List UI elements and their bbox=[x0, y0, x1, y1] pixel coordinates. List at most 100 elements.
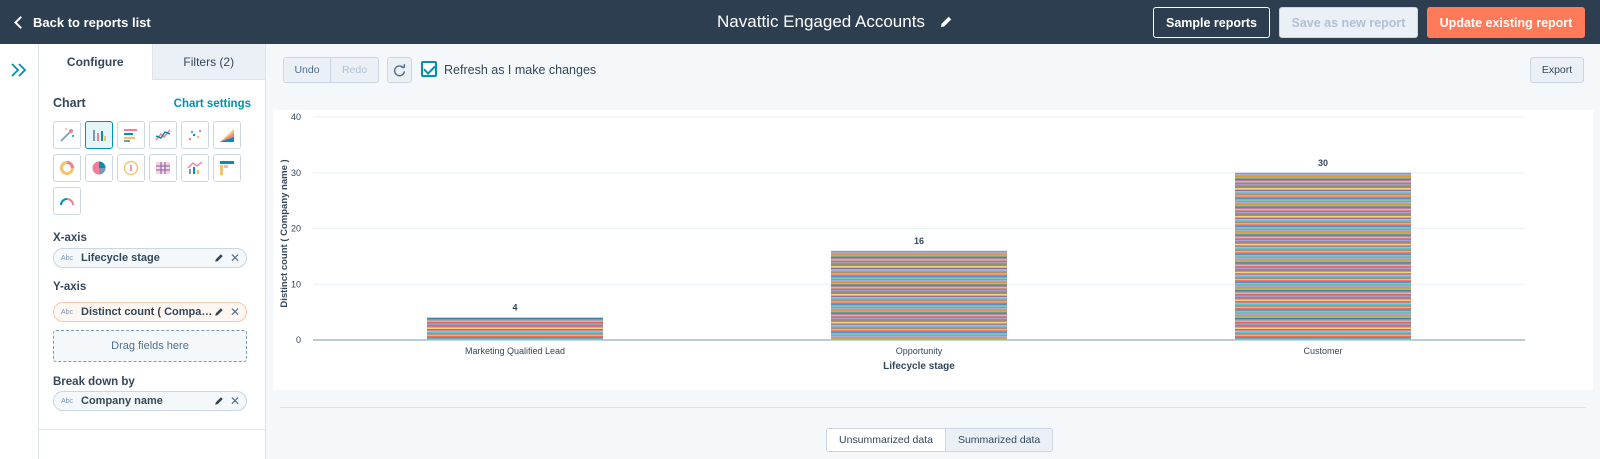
chart-type-pie[interactable] bbox=[85, 154, 113, 182]
tab-filters[interactable]: Filters (2) bbox=[151, 44, 265, 80]
bar-segment bbox=[831, 313, 1007, 316]
save-as-new-report-button[interactable]: Save as new report bbox=[1279, 7, 1418, 38]
bar-segment bbox=[1235, 291, 1411, 293]
chart-type-vertical-bar[interactable] bbox=[85, 121, 113, 149]
bar-chart: 0 10 20 30 40 4 Marketing Qualified Lead 16 Oppo… bbox=[279, 112, 1525, 372]
chart-type-table[interactable] bbox=[149, 154, 177, 182]
bar-segment bbox=[1235, 305, 1411, 307]
x-tick-label: Customer bbox=[1303, 346, 1342, 356]
export-button[interactable]: Export bbox=[1530, 57, 1584, 83]
xaxis-field-pill[interactable]: Abc Lifecycle stage ✕ bbox=[53, 248, 247, 268]
refresh-checkbox[interactable] bbox=[421, 61, 437, 77]
bar-segment bbox=[1235, 309, 1411, 312]
chart-type-area[interactable] bbox=[213, 121, 241, 149]
bar-segment bbox=[1235, 202, 1411, 204]
bar-segment bbox=[1235, 287, 1411, 289]
bar-segment bbox=[1235, 333, 1411, 335]
bar-segment bbox=[1235, 307, 1411, 310]
bar-segment bbox=[1235, 210, 1411, 213]
chart-type-scatter[interactable] bbox=[181, 121, 209, 149]
redo-button[interactable]: Redo bbox=[331, 58, 378, 82]
chart-type-line[interactable] bbox=[149, 121, 177, 149]
bar-segment bbox=[427, 327, 603, 330]
remove-field-icon[interactable]: ✕ bbox=[229, 394, 240, 408]
bar-segment bbox=[1235, 280, 1411, 282]
bar-segment bbox=[427, 320, 603, 323]
bar-segment bbox=[1235, 204, 1411, 207]
bar-segment bbox=[1235, 225, 1411, 228]
bar-segment bbox=[1235, 306, 1411, 309]
magic-wand-icon bbox=[60, 128, 74, 142]
edit-title-icon[interactable] bbox=[939, 15, 953, 29]
edit-field-icon[interactable] bbox=[214, 396, 224, 406]
bar-segment bbox=[427, 334, 603, 337]
bar-segment bbox=[1235, 300, 1411, 303]
back-to-reports-link[interactable]: Back to reports list bbox=[14, 0, 151, 44]
undo-redo-group: Undo Redo bbox=[283, 57, 379, 83]
bar-segment bbox=[1235, 228, 1411, 231]
chart-type-gauge[interactable] bbox=[53, 187, 81, 215]
bar-segment bbox=[831, 288, 1007, 291]
bar-segment bbox=[1235, 327, 1411, 330]
bar-segment bbox=[1235, 246, 1411, 249]
bar-segment bbox=[1235, 221, 1411, 224]
summarized-data-tab[interactable]: Summarized data bbox=[945, 429, 1053, 451]
bar-segment bbox=[1235, 328, 1411, 331]
edit-field-icon[interactable] bbox=[214, 253, 224, 263]
y-tick-label: 40 bbox=[291, 112, 301, 122]
bar-segment bbox=[831, 338, 1007, 341]
content-divider bbox=[280, 407, 1586, 408]
bar-segment bbox=[831, 300, 1007, 303]
bar-segment bbox=[831, 309, 1007, 312]
edit-field-icon[interactable] bbox=[214, 307, 224, 317]
bar-segment bbox=[1235, 243, 1411, 246]
bar-segment bbox=[831, 305, 1007, 307]
update-existing-report-button[interactable]: Update existing report bbox=[1427, 7, 1585, 38]
bar-segment bbox=[831, 275, 1007, 278]
bar-segment bbox=[1235, 313, 1411, 316]
bar-segment bbox=[831, 280, 1007, 282]
bar-segment bbox=[1235, 337, 1411, 339]
bar-segment bbox=[1235, 303, 1411, 306]
vertical-bar-icon bbox=[93, 130, 106, 141]
bar-segment bbox=[427, 321, 603, 324]
bar-segment bbox=[1235, 299, 1411, 302]
sample-reports-button[interactable]: Sample reports bbox=[1153, 7, 1270, 38]
undo-button[interactable]: Undo bbox=[284, 58, 331, 82]
chart-type-horizontal-bar[interactable] bbox=[117, 121, 145, 149]
drag-fields-dropzone[interactable]: Drag fields here bbox=[53, 330, 247, 362]
bar-segment bbox=[831, 289, 1007, 292]
yaxis-field-name: Distinct count ( Company n... bbox=[81, 306, 214, 318]
remove-field-icon[interactable]: ✕ bbox=[229, 251, 240, 265]
y-tick-label: 10 bbox=[291, 279, 301, 289]
bar-segment bbox=[831, 256, 1007, 259]
chart-settings-link[interactable]: Chart settings bbox=[173, 98, 251, 110]
gauge-icon bbox=[60, 198, 74, 206]
bar-segment bbox=[831, 273, 1007, 275]
chart-type-pivot[interactable] bbox=[213, 154, 241, 182]
bar-segment bbox=[427, 326, 603, 328]
remove-field-icon[interactable]: ✕ bbox=[229, 305, 240, 319]
bar-segment bbox=[1235, 211, 1411, 214]
bar-segment bbox=[831, 334, 1007, 337]
bar-segment bbox=[831, 254, 1007, 257]
bar-segment bbox=[831, 319, 1007, 321]
chart-type-donut[interactable] bbox=[53, 154, 81, 182]
unsummarized-data-tab[interactable]: Unsummarized data bbox=[827, 429, 946, 451]
bar-segment bbox=[831, 316, 1007, 318]
bar-segment bbox=[1235, 312, 1411, 314]
bar-segment bbox=[427, 333, 603, 335]
tab-configure[interactable]: Configure bbox=[39, 44, 152, 80]
expand-sidebar-icon[interactable] bbox=[9, 62, 29, 78]
bar-segment bbox=[831, 292, 1007, 295]
yaxis-field-pill[interactable]: Abc Distinct count ( Company n... ✕ bbox=[53, 302, 247, 322]
bar-segment bbox=[1235, 257, 1411, 260]
breakdown-field-pill[interactable]: Abc Company name ✕ bbox=[53, 391, 247, 411]
bar-segment bbox=[1235, 292, 1411, 295]
bar-segment bbox=[1235, 224, 1411, 227]
chart-type-summary[interactable] bbox=[117, 154, 145, 182]
yaxis-label: Y-axis bbox=[53, 281, 87, 293]
chart-type-combo[interactable] bbox=[181, 154, 209, 182]
chart-type-auto[interactable] bbox=[53, 121, 81, 149]
refresh-button[interactable] bbox=[387, 57, 412, 83]
